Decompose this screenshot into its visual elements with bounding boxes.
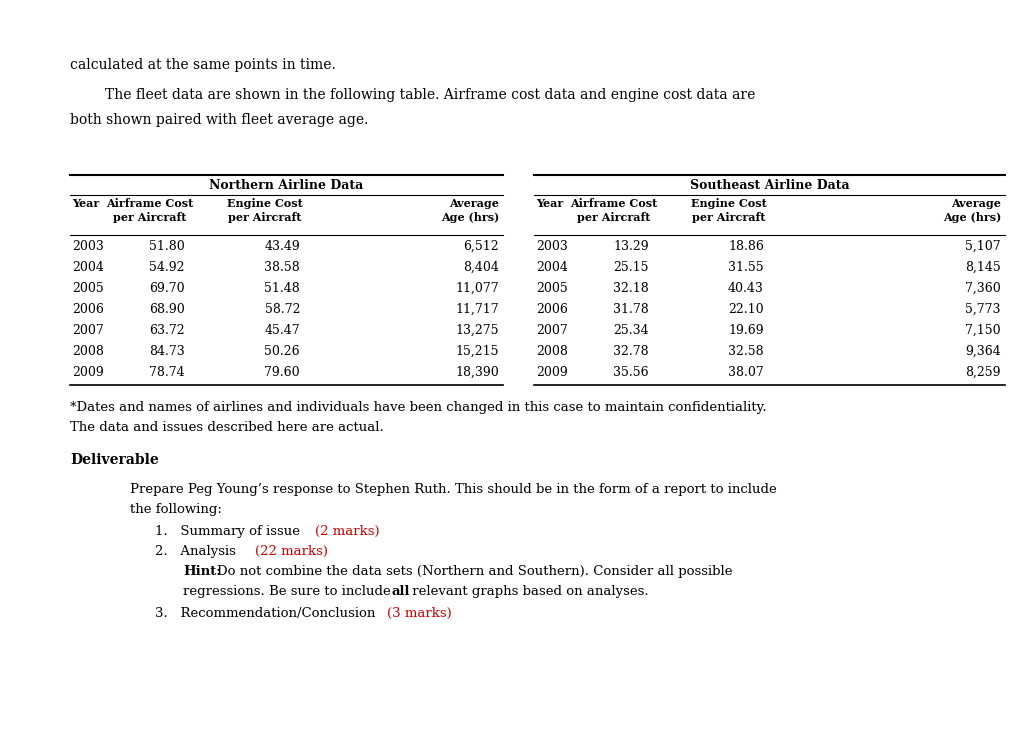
Text: 2.   Analysis: 2. Analysis	[155, 545, 240, 558]
Text: Year: Year	[72, 198, 99, 209]
Text: 2008: 2008	[72, 345, 103, 358]
Text: 68.90: 68.90	[150, 303, 185, 316]
Text: 19.69: 19.69	[728, 324, 764, 337]
Text: Do not combine the data sets (Northern and Southern). Consider all possible: Do not combine the data sets (Northern a…	[217, 565, 732, 578]
Text: 63.72: 63.72	[150, 324, 185, 337]
Text: (2 marks): (2 marks)	[315, 525, 380, 538]
Text: *Dates and names of airlines and individuals have been changed in this case to m: *Dates and names of airlines and individ…	[70, 401, 767, 414]
Text: the following:: the following:	[130, 503, 222, 516]
Text: (3 marks): (3 marks)	[387, 607, 452, 620]
Text: 78.74: 78.74	[150, 366, 185, 379]
Text: 8,404: 8,404	[463, 261, 499, 274]
Text: Hint:: Hint:	[183, 565, 221, 578]
Text: 25.34: 25.34	[613, 324, 649, 337]
Text: 15,215: 15,215	[456, 345, 499, 358]
Text: 6,512: 6,512	[464, 240, 499, 253]
Text: 25.15: 25.15	[613, 261, 649, 274]
Text: 54.92: 54.92	[150, 261, 185, 274]
Text: 2007: 2007	[536, 324, 567, 337]
Text: 2008: 2008	[536, 345, 568, 358]
Text: 18,390: 18,390	[456, 366, 499, 379]
Text: 2009: 2009	[72, 366, 103, 379]
Text: 31.78: 31.78	[613, 303, 649, 316]
Text: 1.   Summary of issue: 1. Summary of issue	[155, 525, 304, 538]
Text: (22 marks): (22 marks)	[255, 545, 328, 558]
Text: 2004: 2004	[536, 261, 568, 274]
Text: 13,275: 13,275	[456, 324, 499, 337]
Text: 84.73: 84.73	[150, 345, 185, 358]
Text: 40.43: 40.43	[728, 282, 764, 295]
Text: 2007: 2007	[72, 324, 103, 337]
Text: 7,360: 7,360	[966, 282, 1001, 295]
Text: 2006: 2006	[536, 303, 568, 316]
Text: Northern Airline Data: Northern Airline Data	[209, 179, 364, 192]
Text: 2004: 2004	[72, 261, 103, 274]
Text: 8,145: 8,145	[966, 261, 1001, 274]
Text: 32.58: 32.58	[728, 345, 764, 358]
Text: Southeast Airline Data: Southeast Airline Data	[690, 179, 849, 192]
Text: all: all	[391, 585, 410, 598]
Text: Engine Cost
per Aircraft: Engine Cost per Aircraft	[227, 198, 303, 223]
Text: The fleet data are shown in the following table. Airframe cost data and engine c: The fleet data are shown in the followin…	[70, 88, 756, 102]
Text: 32.78: 32.78	[613, 345, 649, 358]
Text: 51.48: 51.48	[264, 282, 300, 295]
Text: 38.07: 38.07	[728, 366, 764, 379]
Text: 22.10: 22.10	[728, 303, 764, 316]
Text: 38.58: 38.58	[264, 261, 300, 274]
Text: relevant graphs based on analyses.: relevant graphs based on analyses.	[408, 585, 648, 598]
Text: 2006: 2006	[72, 303, 103, 316]
Text: Year: Year	[536, 198, 563, 209]
Text: 2003: 2003	[72, 240, 103, 253]
Text: 18.86: 18.86	[728, 240, 764, 253]
Text: The data and issues described here are actual.: The data and issues described here are a…	[70, 421, 384, 434]
Text: 31.55: 31.55	[728, 261, 764, 274]
Text: 2009: 2009	[536, 366, 567, 379]
Text: 69.70: 69.70	[150, 282, 185, 295]
Text: 11,717: 11,717	[456, 303, 499, 316]
Text: 32.18: 32.18	[613, 282, 649, 295]
Text: 58.72: 58.72	[264, 303, 300, 316]
Text: Average
Age (hrs): Average Age (hrs)	[440, 198, 499, 223]
Text: both shown paired with fleet average age.: both shown paired with fleet average age…	[70, 113, 369, 127]
Text: 45.47: 45.47	[264, 324, 300, 337]
Text: Engine Cost
per Aircraft: Engine Cost per Aircraft	[691, 198, 767, 223]
Text: Airframe Cost
per Aircraft: Airframe Cost per Aircraft	[570, 198, 657, 223]
Text: 2003: 2003	[536, 240, 568, 253]
Text: 35.56: 35.56	[613, 366, 649, 379]
Text: Airframe Cost
per Aircraft: Airframe Cost per Aircraft	[106, 198, 194, 223]
Text: 79.60: 79.60	[264, 366, 300, 379]
Text: 50.26: 50.26	[264, 345, 300, 358]
Text: 9,364: 9,364	[966, 345, 1001, 358]
Text: 43.49: 43.49	[264, 240, 300, 253]
Text: 51.80: 51.80	[150, 240, 185, 253]
Text: 5,773: 5,773	[966, 303, 1001, 316]
Text: 8,259: 8,259	[966, 366, 1001, 379]
Text: regressions. Be sure to include: regressions. Be sure to include	[183, 585, 395, 598]
Text: 2005: 2005	[72, 282, 103, 295]
Text: 11,077: 11,077	[456, 282, 499, 295]
Text: 13.29: 13.29	[613, 240, 649, 253]
Text: 2005: 2005	[536, 282, 567, 295]
Text: 5,107: 5,107	[966, 240, 1001, 253]
Text: Prepare Peg Young’s response to Stephen Ruth. This should be in the form of a re: Prepare Peg Young’s response to Stephen …	[130, 483, 777, 496]
Text: Deliverable: Deliverable	[70, 453, 159, 467]
Text: calculated at the same points in time.: calculated at the same points in time.	[70, 58, 336, 72]
Text: Average
Age (hrs): Average Age (hrs)	[943, 198, 1001, 223]
Text: 7,150: 7,150	[966, 324, 1001, 337]
Text: 3.   Recommendation/Conclusion: 3. Recommendation/Conclusion	[155, 607, 380, 620]
